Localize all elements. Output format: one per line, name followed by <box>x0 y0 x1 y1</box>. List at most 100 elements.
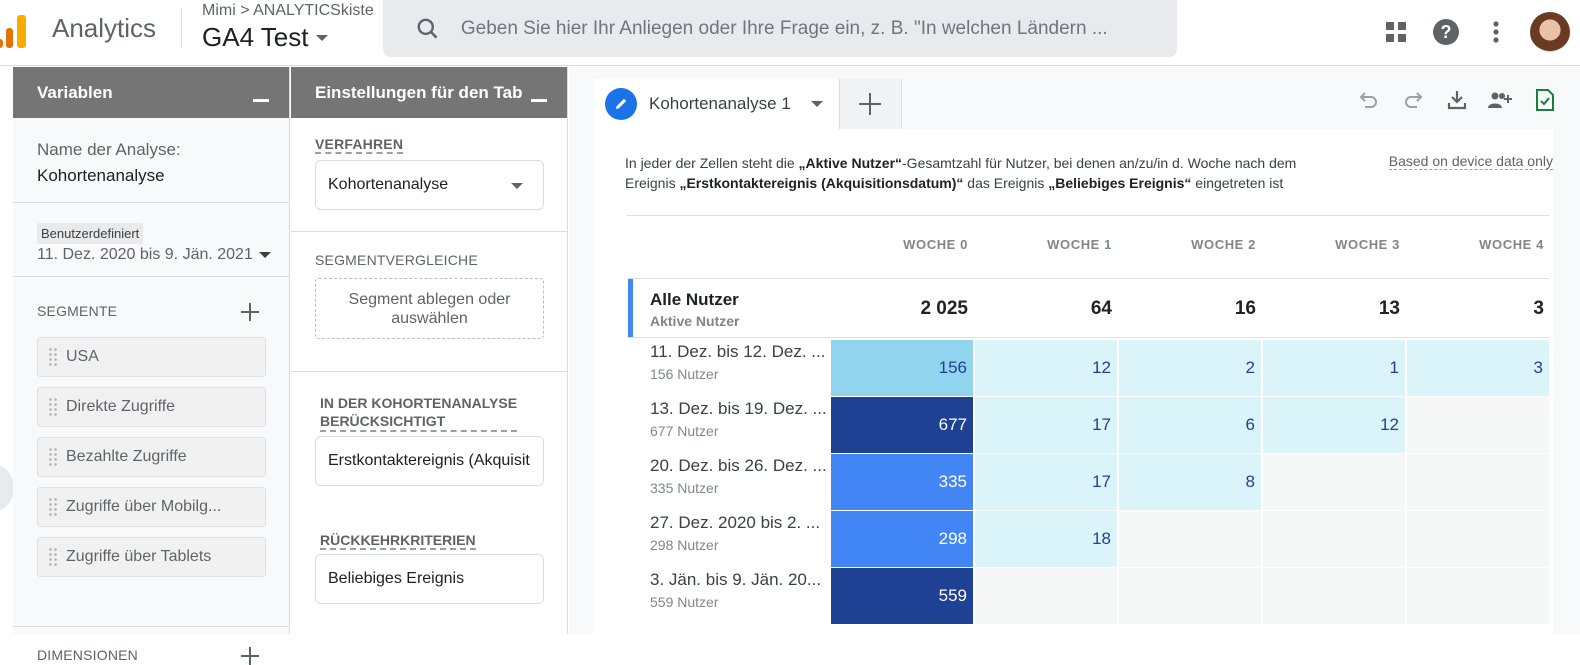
analysis-name-field[interactable]: Kohortenanalyse <box>37 166 165 185</box>
cohort-size: 677 Nutzer <box>650 423 719 439</box>
add-segment-icon[interactable] <box>241 303 259 321</box>
cohort-cell[interactable]: 1 <box>1263 340 1405 396</box>
cohort-cell[interactable]: 298 <box>831 511 973 567</box>
cohort-cell[interactable]: 156 <box>831 340 973 396</box>
segment-label: Bezahlte Zugriffe <box>66 448 187 465</box>
drag-handle-icon[interactable] <box>48 447 58 467</box>
more-vert-icon[interactable] <box>1480 16 1512 48</box>
download-icon[interactable] <box>1444 87 1470 113</box>
avatar[interactable] <box>1530 12 1570 52</box>
minimize-icon[interactable] <box>531 99 547 102</box>
divider <box>181 8 182 48</box>
return-criteria-value: Beliebiges Ereignis <box>328 570 465 587</box>
device-data-note[interactable]: Based on device data only <box>1388 153 1553 170</box>
edit-pencil-icon[interactable] <box>605 88 637 120</box>
cohort-cell-empty <box>1119 511 1261 567</box>
chevron-down-icon[interactable] <box>810 101 823 107</box>
search-icon <box>417 18 438 39</box>
chevron-down-icon <box>316 34 329 41</box>
segment-item[interactable]: Bezahlte Zugriffe <box>37 437 266 477</box>
segment-item[interactable]: USA <box>37 337 266 377</box>
column-header: WOCHE 2 <box>1191 237 1256 252</box>
minimize-icon[interactable] <box>253 99 269 102</box>
toolbar <box>1356 87 1558 113</box>
share-users-icon[interactable] <box>1488 87 1514 113</box>
cohort-cell-empty <box>1407 454 1549 510</box>
segment-item[interactable]: Zugriffe über Tablets <box>37 537 266 577</box>
saved-check-icon[interactable] <box>1532 87 1558 113</box>
property-selector[interactable]: GA4 Test <box>202 22 329 53</box>
plus-icon <box>859 93 882 115</box>
return-criteria-section: RÜCKKEHRKRITERIEN Beliebiges Ereignis <box>291 486 567 604</box>
cohort-cell-empty <box>1407 511 1549 567</box>
cohort-cell[interactable]: 12 <box>1263 397 1405 453</box>
technique-select[interactable]: Kohortenanalyse <box>315 160 544 210</box>
drag-handle-icon[interactable] <box>48 397 58 417</box>
cohort-cell-empty <box>1407 568 1549 624</box>
apps-grid-icon[interactable] <box>1380 16 1412 48</box>
cohort-cell-empty <box>1263 568 1405 624</box>
cohort-row: 27. Dez. 2020 bis 2. ... 298 Nutzer 298 … <box>628 511 1549 567</box>
cohort-name: 11. Dez. bis 12. Dez. ... <box>650 342 826 361</box>
description-text: In jeder der Zellen steht die „Aktive Nu… <box>625 155 1297 191</box>
cohort-cell[interactable]: 17 <box>975 454 1117 510</box>
cohort-cell[interactable]: 17 <box>975 397 1117 453</box>
breadcrumb[interactable]: Mimi > ANALYTICSkiste <box>202 2 374 19</box>
redo-icon[interactable] <box>1400 87 1426 113</box>
cohort-cell[interactable]: 8 <box>1119 454 1261 510</box>
return-criteria-select[interactable]: Beliebiges Ereignis <box>315 554 544 604</box>
app-name: Analytics <box>52 13 157 43</box>
cohort-row: 11. Dez. bis 12. Dez. ... 156 Nutzer 156… <box>628 340 1549 396</box>
cohort-cell[interactable]: 12 <box>975 340 1117 396</box>
cohort-cell[interactable]: 335 <box>831 454 973 510</box>
cohort-cell[interactable]: 18 <box>975 511 1117 567</box>
add-tab-button[interactable] <box>839 79 902 129</box>
tab-cohort-analysis-1[interactable]: Kohortenanalyse 1 <box>593 79 840 129</box>
collapse-handle[interactable] <box>0 466 14 510</box>
cohort-row: 3. Jän. bis 9. Jän. 20... 559 Nutzer 559 <box>628 568 1549 624</box>
search-bar[interactable] <box>383 0 1177 57</box>
date-preset-chip: Benutzerdefiniert <box>37 223 144 244</box>
inclusion-label: IN DER KOHORTENANALYSE BERÜCKSICHTIGT <box>320 394 518 432</box>
chevron-down-icon <box>511 183 523 189</box>
segment-compare-label: SEGMENTVERGLEICHE <box>315 252 478 268</box>
cohort-size: 298 Nutzer <box>650 537 719 553</box>
technique-section: VERFAHREN Kohortenanalyse <box>291 118 567 232</box>
analytics-logo-icon[interactable] <box>0 12 30 48</box>
drag-handle-icon[interactable] <box>48 347 58 367</box>
drag-handle-icon[interactable] <box>48 547 58 567</box>
add-dimension-icon[interactable] <box>241 647 259 665</box>
cohort-size: 156 Nutzer <box>650 366 719 382</box>
cohort-size: 335 Nutzer <box>650 480 719 496</box>
segment-compare-section: SEGMENTVERGLEICHE Segment ablegen oder a… <box>291 232 567 372</box>
column-header: WOCHE 4 <box>1479 237 1544 252</box>
inclusion-select[interactable]: Erstkontaktereignis (Akquisit <box>315 436 544 486</box>
cohort-cell[interactable]: 677 <box>831 397 973 453</box>
segment-item[interactable]: Direkte Zugriffe <box>37 387 266 427</box>
help-icon[interactable]: ? <box>1430 16 1462 48</box>
cohort-table: In jeder der Zellen steht die „Aktive Nu… <box>593 129 1553 634</box>
cohort-cell[interactable]: 559 <box>831 568 973 624</box>
cohort-row: 13. Dez. bis 19. Dez. ... 677 Nutzer 677… <box>628 397 1549 453</box>
cohort-cell-empty <box>1407 397 1549 453</box>
chevron-down-icon <box>258 252 271 258</box>
cohort-name: 3. Jän. bis 9. Jän. 20... <box>650 570 822 589</box>
analysis-canvas: Kohortenanalyse 1 In jeder der Zellen st… <box>569 67 1580 634</box>
segment-item[interactable]: Zugriffe über Mobilg... <box>37 487 266 527</box>
segment-label: Zugriffe über Mobilg... <box>66 498 222 515</box>
search-input[interactable] <box>460 17 1177 40</box>
segment-label: Zugriffe über Tablets <box>66 548 212 565</box>
segment-drop-zone[interactable]: Segment ablegen oder auswählen <box>315 278 544 339</box>
top-bar: Analytics Mimi > ANALYTICSkiste GA4 Test… <box>0 0 1580 66</box>
date-range-picker[interactable]: 11. Dez. 2020 bis 9. Jän. 2021 <box>37 246 289 264</box>
cohort-cell[interactable]: 3 <box>1407 340 1549 396</box>
cohort-cell[interactable]: 6 <box>1119 397 1261 453</box>
undo-icon[interactable] <box>1356 87 1382 113</box>
tab-settings-header: Einstellungen für den Tab <box>291 67 567 118</box>
divider <box>627 337 1549 338</box>
cohort-name: 13. Dez. bis 19. Dez. ... <box>650 399 827 418</box>
total-value: 13 <box>1378 298 1400 319</box>
drag-handle-icon[interactable] <box>48 497 58 517</box>
cohort-cell[interactable]: 2 <box>1119 340 1261 396</box>
cohort-cell-empty <box>1263 511 1405 567</box>
